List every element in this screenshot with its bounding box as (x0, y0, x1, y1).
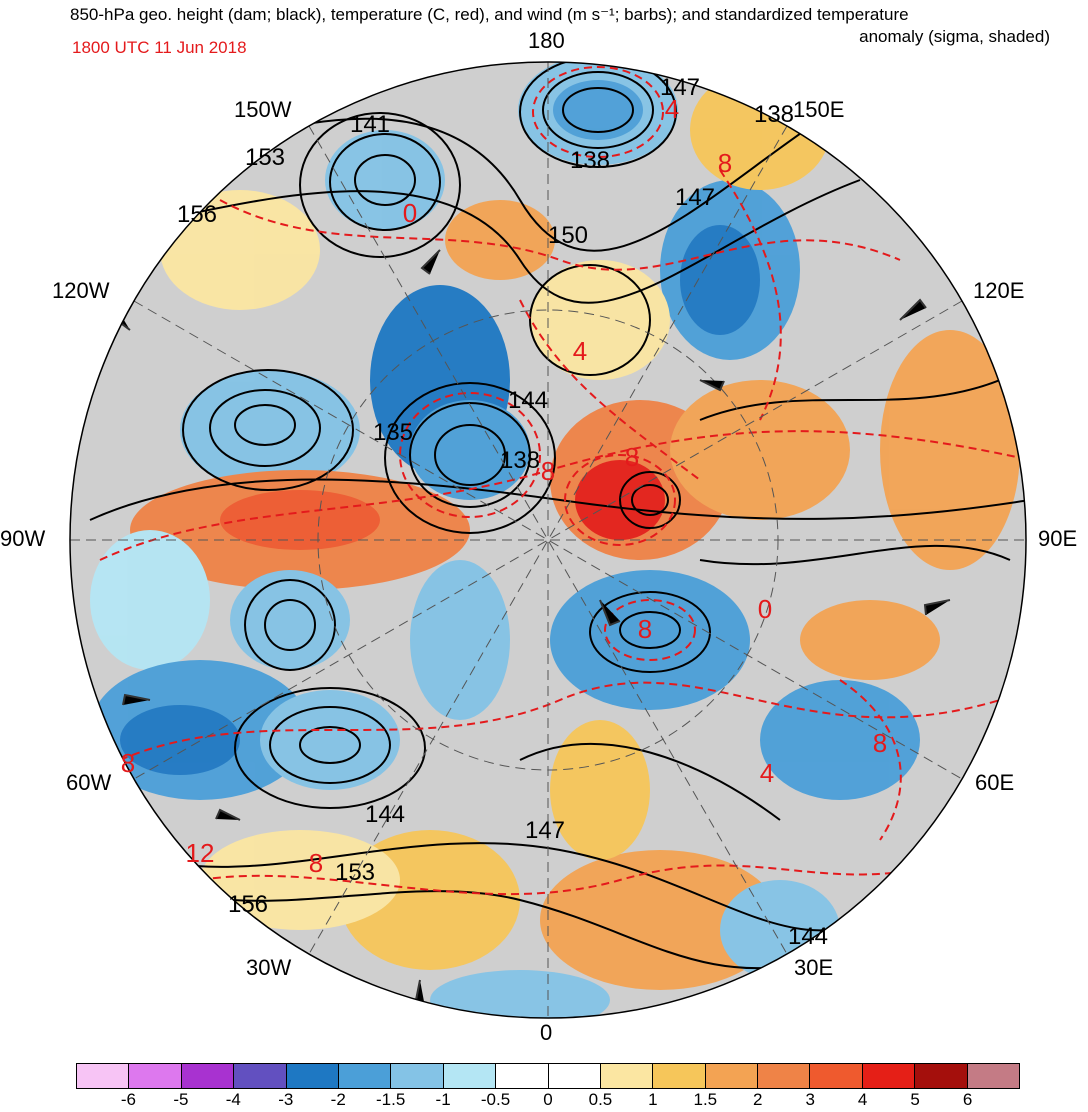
lon-label-90e: 90E (1038, 526, 1078, 551)
lon-label-60e: 60E (975, 770, 1015, 795)
colorbar-labels: -6 -5 -4 -3 -2 -1.5 -1 -0.5 0 0.5 1 1.5 2 3 4 5 6 (76, 1090, 1020, 1110)
colorbar-tick-label: -0.5 (480, 1090, 511, 1109)
height-contour-label: 147 (525, 817, 565, 844)
colorbar-swatch (967, 1064, 1020, 1088)
colorbar-tick-label: -1.5 (376, 1090, 406, 1109)
temperature-contours (99, 66, 1026, 895)
valid-time: 1800 UTC 11 Jun 2018 (72, 38, 247, 57)
lon-label-90w: 90W (0, 526, 46, 551)
lon-label-150e: 150E (793, 97, 845, 122)
height-contour-label: 153 (335, 859, 375, 886)
colorbar-swatch (862, 1064, 916, 1088)
colorbar-swatch (810, 1064, 863, 1088)
colorbar-tick-label: 5 (910, 1090, 920, 1109)
colorbar-tick-label: 0 (543, 1090, 553, 1109)
height-contour-label: 153 (245, 144, 285, 171)
colorbar-swatch (286, 1064, 339, 1088)
height-contour-label: 144 (365, 801, 405, 828)
polar-map: 147 138 141 153 156 150 144 135 138 147 144 147 153 1… (69, 61, 1027, 1019)
colorbar-swatch (443, 1064, 497, 1088)
colorbar-tick-label: -4 (225, 1090, 241, 1109)
temperature-contour-label: 8 (625, 442, 639, 472)
colorbar-tick-label: 6 (962, 1090, 973, 1109)
lon-label-120e: 120E (973, 278, 1025, 303)
colorbar-swatch (705, 1064, 759, 1088)
colorbar-tick-label: 3 (805, 1090, 815, 1109)
height-contour-label: 147 (675, 184, 715, 211)
colorbar-tick-label: 1.5 (693, 1090, 718, 1109)
temperature-contour-label: 0 (758, 594, 772, 624)
colorbar-swatch (77, 1064, 130, 1088)
map-disc (70, 62, 1026, 1018)
colorbar-tick-label: -2 (330, 1090, 346, 1109)
lon-label-120w: 120W (52, 278, 110, 303)
colorbar-tick-label: 0.5 (588, 1090, 613, 1109)
colorbar-tick-label: 2 (753, 1090, 763, 1109)
temperature-contour-label: 4 (760, 758, 774, 788)
colorbar-swatch (600, 1064, 654, 1088)
title-line-2: anomaly (sigma, shaded) (859, 27, 1050, 46)
height-contour-label: 138 (754, 101, 794, 128)
height-contours (89, 62, 1026, 970)
colorbar-tick-label: -1 (435, 1090, 451, 1109)
temperature-contour-label: 8 (541, 456, 555, 486)
temperature-contour-label: 8 (873, 728, 887, 758)
title-line-1: 850-hPa geo. height (dam; black), temper… (70, 5, 909, 24)
lon-label-30e: 30E (794, 955, 834, 980)
colorbar-swatch (496, 1064, 549, 1088)
lon-label-30w: 30W (246, 955, 292, 980)
colorbar-tick-label: -3 (278, 1090, 294, 1109)
colorbar-swatch (758, 1064, 811, 1088)
colorbar-tick-label: 1 (648, 1090, 658, 1109)
height-contour-label: 138 (570, 147, 610, 174)
colorbar-tick-label: -6 (120, 1090, 136, 1109)
colorbar-tick-label: -5 (173, 1090, 189, 1109)
height-contour-label: 141 (350, 111, 390, 138)
temperature-contour-label: 8 (638, 614, 652, 644)
colorbar (76, 1063, 1020, 1089)
lon-label-60w: 60W (66, 770, 112, 795)
map-border (69, 61, 1027, 1019)
height-contour-label: 138 (500, 447, 540, 474)
lon-label-0: 0 (540, 1020, 553, 1045)
temperature-contour-label: 8 (121, 748, 135, 778)
colorbar-swatch (915, 1064, 968, 1088)
height-contour-label: 156 (177, 201, 217, 228)
graticule (70, 62, 1026, 1018)
height-contour-label: 147 (660, 74, 700, 101)
colorbar-swatch (391, 1064, 444, 1088)
height-contour-label: 144 (508, 387, 548, 414)
contour-labels: 147 138 141 153 156 150 144 135 138 147 144 147 153 1… (121, 74, 887, 950)
height-contour-label: 150 (548, 222, 588, 249)
colorbar-tick-label: 4 (857, 1090, 868, 1109)
colorbar-swatch (338, 1064, 392, 1088)
lon-label-180: 180 (528, 28, 565, 53)
temperature-contour-label: 8 (718, 148, 732, 178)
colorbar-swatch (234, 1064, 287, 1088)
height-contour-label: 135 (373, 419, 413, 446)
temperature-contour-label: 0 (403, 198, 417, 228)
height-contour-label: 156 (228, 891, 268, 918)
height-contour-label: 144 (788, 923, 828, 950)
temperature-contour-label: 4 (573, 336, 587, 366)
temperature-contour-label: 4 (665, 94, 679, 124)
temperature-contour-label: 12 (186, 838, 215, 868)
colorbar-swatch (181, 1064, 235, 1088)
temperature-contour-label: 8 (309, 848, 323, 878)
colorbar-swatch (129, 1064, 182, 1088)
lon-label-150w: 150W (234, 97, 292, 122)
colorbar-swatch (548, 1064, 601, 1088)
colorbar-swatch (653, 1064, 706, 1088)
